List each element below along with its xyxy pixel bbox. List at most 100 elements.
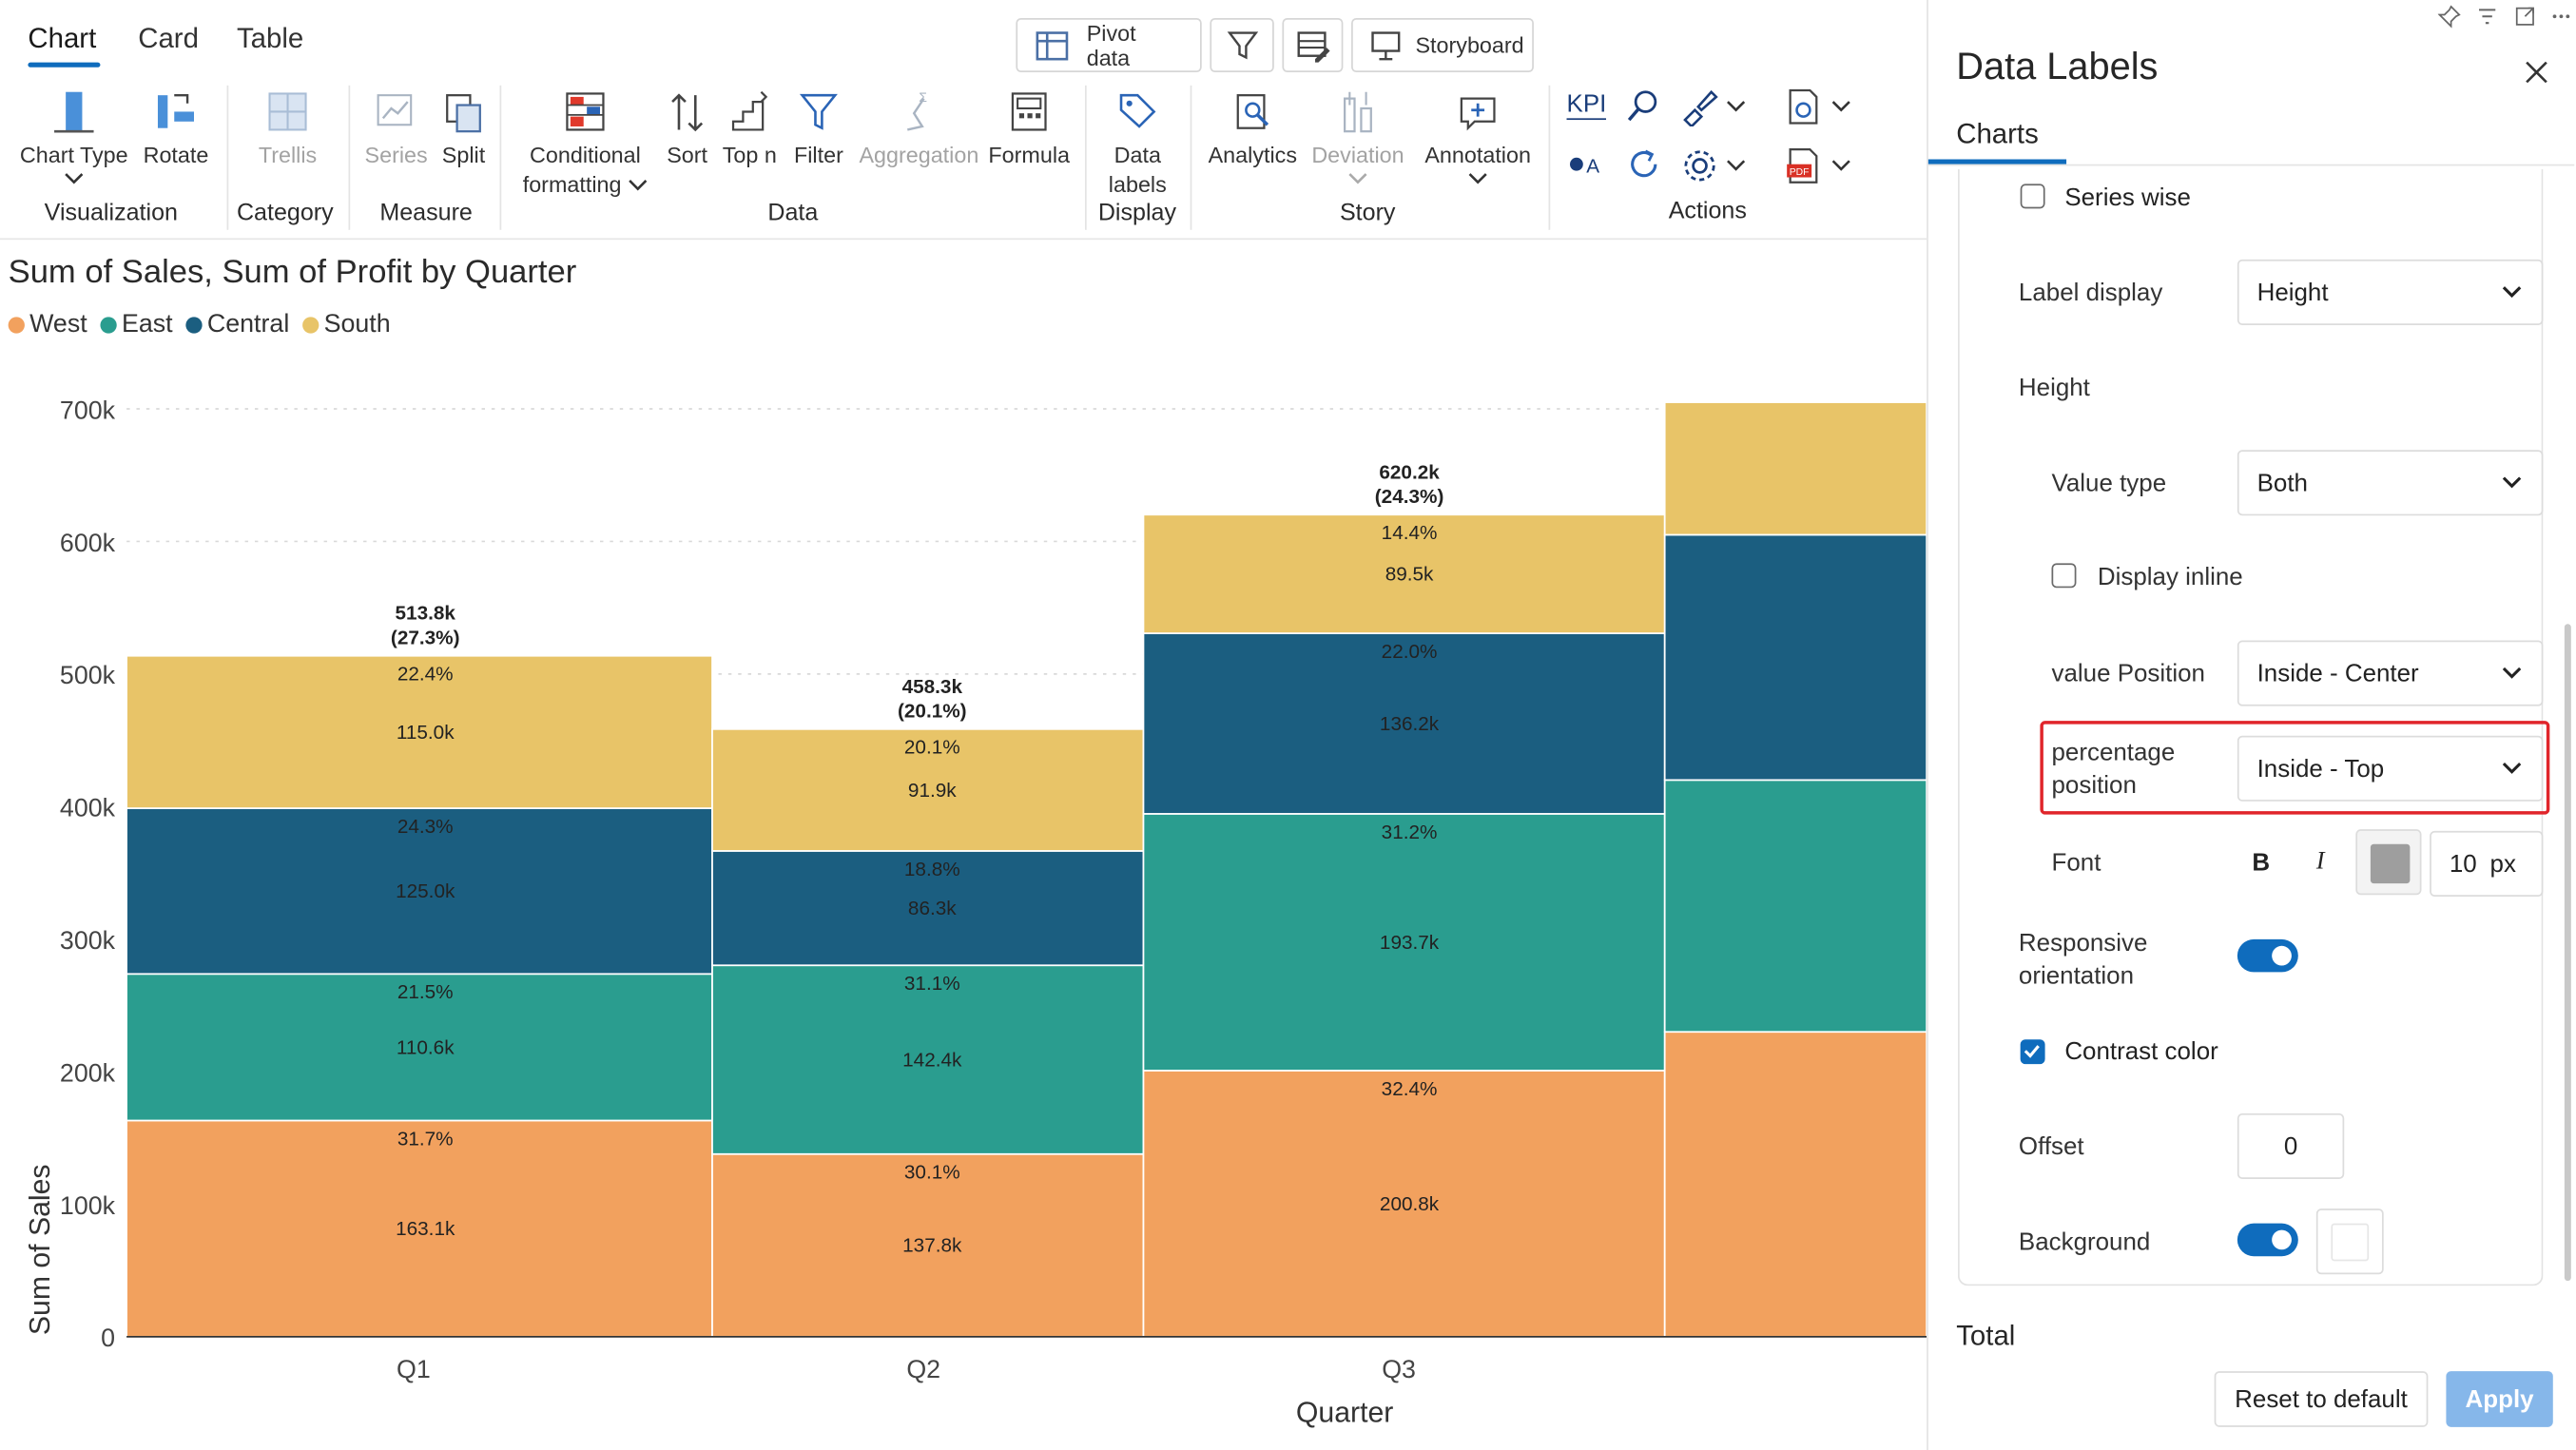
- pin-icon[interactable]: [2437, 5, 2461, 29]
- formula-button[interactable]: Formula: [986, 79, 1072, 171]
- value-type-label: Value type: [2051, 469, 2167, 498]
- chevron-down-icon[interactable]: [1831, 99, 1851, 115]
- offset-input[interactable]: 0: [2237, 1112, 2345, 1180]
- data-labels-button[interactable]: Data labels: [1098, 79, 1177, 201]
- more-options-icon[interactable]: [2549, 5, 2572, 28]
- close-icon[interactable]: [2524, 59, 2550, 86]
- y-axis-title: Sum of Sales: [25, 1164, 56, 1335]
- bold-button[interactable]: B: [2252, 848, 2271, 878]
- x-tick-label: Q3: [1382, 1355, 1416, 1383]
- storyboard-button[interactable]: Storyboard: [1351, 17, 1534, 72]
- group-measure: Measure: [379, 200, 473, 227]
- conditional-formatting-button[interactable]: Conditional formatting: [513, 79, 657, 201]
- annotation-label: Annotation: [1424, 143, 1531, 168]
- reset-to-default-label: Reset to default: [2235, 1384, 2408, 1414]
- apply-button[interactable]: Apply: [2446, 1371, 2553, 1427]
- legend-item[interactable]: South: [302, 310, 391, 339]
- reset-to-default-button[interactable]: Reset to default: [2214, 1371, 2429, 1427]
- value-label: 125.0k: [396, 880, 455, 902]
- kpi-button[interactable]: KPI: [1566, 89, 1607, 121]
- group-divider: [1548, 85, 1551, 230]
- formula-calculator-icon: [1011, 92, 1047, 131]
- paint-brush-icon[interactable]: [1680, 87, 1719, 126]
- chevron-down-icon[interactable]: [1831, 158, 1851, 174]
- tab-card[interactable]: Card: [138, 23, 199, 54]
- data-labels-label-line1: Data: [1114, 143, 1161, 168]
- responsive-orientation-label-line2: orientation: [2018, 962, 2135, 991]
- trellis-button[interactable]: Trellis: [250, 79, 326, 171]
- deviation-label: Deviation: [1311, 143, 1404, 168]
- filter-funnel-button[interactable]: [1210, 17, 1274, 72]
- expand-icon[interactable]: [2513, 5, 2536, 28]
- top-n-button[interactable]: Top n: [717, 79, 783, 171]
- storyboard-icon: [1371, 30, 1401, 60]
- pivot-data-button[interactable]: Pivot data: [1016, 17, 1202, 72]
- height-heading: Height: [2018, 374, 2090, 403]
- rotate-button[interactable]: Rotate: [138, 79, 214, 171]
- label-display-select[interactable]: Height: [2237, 259, 2544, 325]
- formula-label: Formula: [988, 143, 1070, 168]
- toggle-legend-icon[interactable]: A: [1568, 147, 1607, 181]
- chevron-down-icon: [1468, 173, 1487, 184]
- analytics-button[interactable]: Analytics: [1203, 79, 1302, 171]
- group-divider: [1190, 85, 1192, 230]
- deviation-button[interactable]: Deviation: [1308, 79, 1407, 187]
- contrast-color-checkbox[interactable]: [2020, 1039, 2045, 1065]
- background-color-button[interactable]: [2315, 1208, 2384, 1275]
- legend-label: East: [121, 310, 173, 338]
- total-section-heading[interactable]: Total: [1956, 1320, 2016, 1352]
- font-color-button[interactable]: [2355, 829, 2422, 896]
- filter-lines-icon[interactable]: [2476, 5, 2499, 28]
- percent-label: 30.1%: [904, 1162, 960, 1184]
- group-divider: [1084, 85, 1087, 230]
- percentage-position-label-line1: percentage: [2051, 739, 2176, 767]
- storyboard-label: Storyboard: [1415, 32, 1524, 58]
- chart-type-button[interactable]: Chart Type: [20, 79, 128, 187]
- value-type-select[interactable]: Both: [2237, 450, 2544, 516]
- percentage-position-select[interactable]: Inside - Top: [2237, 735, 2544, 802]
- bar-segment: [711, 964, 1145, 1155]
- font-size-value: 10: [2449, 849, 2477, 879]
- gear-icon[interactable]: [1680, 146, 1719, 185]
- display-inline-checkbox[interactable]: [2051, 563, 2077, 589]
- bar-segment: [1663, 533, 1927, 782]
- svg-text:Σ: Σ: [919, 89, 927, 105]
- legend-item[interactable]: West: [8, 310, 87, 339]
- chevron-down-icon[interactable]: [1726, 99, 1746, 115]
- split-button[interactable]: Split: [434, 79, 493, 171]
- series-wise-checkbox[interactable]: [2020, 184, 2045, 209]
- italic-button[interactable]: I: [2315, 848, 2325, 876]
- legend-swatch: [185, 317, 203, 334]
- tab-chart[interactable]: Chart: [28, 23, 97, 54]
- sort-button[interactable]: Sort: [661, 79, 713, 171]
- value-label: 193.7k: [1380, 932, 1440, 954]
- pivot-table-icon: [1036, 30, 1069, 60]
- value-label: 163.1k: [396, 1218, 455, 1240]
- group-story: Story: [1339, 200, 1396, 227]
- y-tick-label: 200k: [60, 1058, 116, 1087]
- background-toggle[interactable]: [2237, 1223, 2298, 1257]
- bar-segment: [1663, 779, 1927, 1034]
- search-icon[interactable]: [1624, 86, 1663, 125]
- annotation-button[interactable]: Annotation: [1417, 79, 1539, 187]
- aggregation-button[interactable]: Σ Aggregation: [852, 79, 987, 171]
- font-size-input[interactable]: 10 px: [2430, 830, 2544, 897]
- percentage-position-value: Inside - Top: [2256, 754, 2385, 783]
- pdf-export-icon[interactable]: PDF: [1784, 145, 1823, 187]
- tab-table[interactable]: Table: [236, 23, 304, 54]
- series-button[interactable]: Series: [361, 79, 431, 171]
- refresh-icon[interactable]: [1624, 145, 1663, 184]
- chevron-down-icon[interactable]: [1726, 158, 1746, 174]
- edit-table-button[interactable]: [1282, 17, 1344, 72]
- responsive-orientation-toggle[interactable]: [2237, 938, 2298, 973]
- legend-item[interactable]: Central: [185, 310, 289, 339]
- legend-item[interactable]: East: [100, 310, 173, 339]
- bar-chart-icon: [54, 91, 94, 133]
- font-color-swatch: [2370, 843, 2411, 884]
- tab-charts[interactable]: Charts: [1956, 118, 2039, 150]
- filter-button[interactable]: Filter: [789, 79, 848, 171]
- export-settings-icon[interactable]: [1784, 86, 1823, 128]
- value-position-select[interactable]: Inside - Center: [2237, 640, 2544, 706]
- percent-label: 31.7%: [397, 1128, 454, 1150]
- panel-scrollbar[interactable]: [2564, 624, 2571, 1282]
